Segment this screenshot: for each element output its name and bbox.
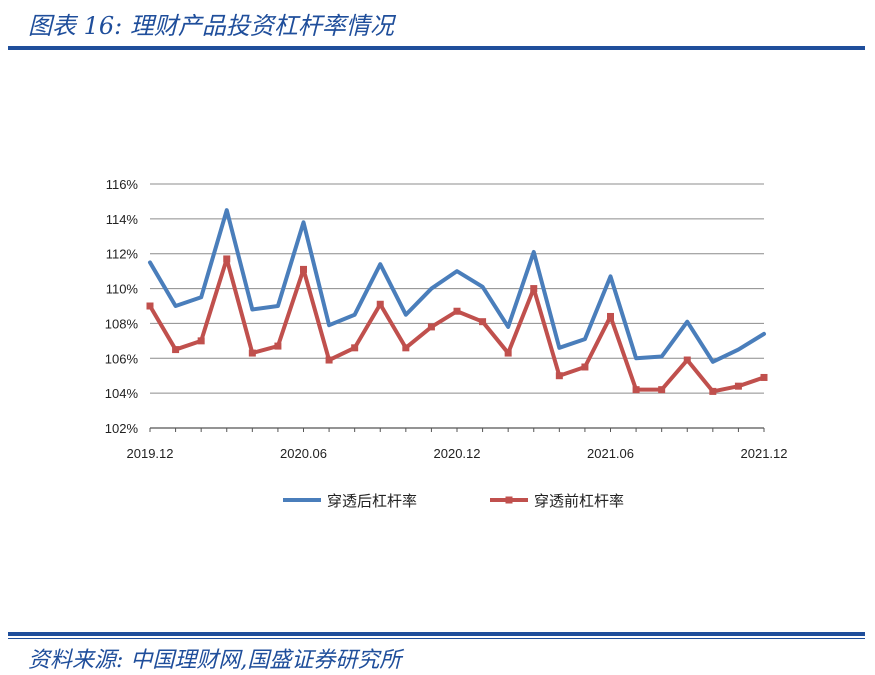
footer-rule-thin: [8, 638, 865, 639]
line-chart: 102% 104% 106% 108% 110% 112% 114% 116% 2019.12…: [105, 177, 788, 510]
x-tick-label: 2020.12: [434, 446, 481, 461]
data-point: [351, 344, 359, 352]
data-point: [658, 386, 666, 394]
y-tick-label: 102%: [105, 421, 139, 436]
data-point: [376, 300, 384, 308]
legend-marker: [505, 496, 513, 504]
legend-label: 穿透后杠杆率: [327, 492, 417, 510]
data-point: [683, 356, 691, 364]
y-tick-label: 110%: [106, 282, 139, 297]
data-point: [427, 323, 435, 331]
source-note: 资料来源: 中国理财网,国盛证券研究所: [28, 648, 402, 673]
x-tick-label: 2021.12: [741, 446, 788, 461]
data-point: [453, 307, 461, 315]
y-tick-label: 104%: [105, 386, 139, 401]
data-point: [248, 349, 256, 357]
data-point: [402, 344, 410, 352]
series-lines: [146, 208, 768, 395]
y-axis-ticks: 102% 104% 106% 108% 110% 112% 114% 116%: [105, 177, 139, 436]
header-rule: [8, 46, 865, 50]
data-point: [760, 373, 768, 381]
legend-label: 穿透前杠杆率: [534, 492, 624, 510]
x-axis: [149, 427, 765, 432]
legend: 穿透后杠杆率 穿透前杠杆率: [283, 492, 624, 510]
data-point: [581, 363, 589, 371]
series-line-2: [148, 256, 766, 394]
data-point: [146, 302, 154, 310]
data-point: [325, 356, 333, 364]
y-tick-label: 106%: [105, 351, 139, 366]
footer-rule: [8, 632, 865, 636]
data-point: [197, 337, 205, 345]
x-tick-label: 2020.06: [280, 446, 327, 461]
x-tick-label: 2019.12: [127, 446, 174, 461]
data-point: [479, 318, 487, 326]
data-point: [504, 349, 512, 357]
data-point: [607, 312, 614, 320]
series-line-1: [148, 208, 766, 364]
y-tick-label: 112%: [106, 247, 139, 262]
gridlines: [150, 183, 764, 429]
data-point: [300, 265, 307, 273]
data-point: [530, 285, 538, 293]
x-axis-ticks: 2019.12 2020.06 2020.12 2021.06 2021.12: [127, 446, 788, 461]
data-point: [555, 372, 563, 380]
data-point: [734, 382, 742, 390]
y-tick-label: 108%: [105, 316, 139, 331]
x-tick-label: 2021.06: [587, 446, 634, 461]
data-point: [172, 346, 180, 354]
data-point: [223, 255, 231, 263]
data-point: [274, 342, 282, 350]
y-tick-label: 114%: [106, 212, 139, 227]
data-point: [709, 387, 717, 395]
y-tick-label: 116%: [106, 177, 139, 192]
figure-title: 图表 16: 理财产品投资杠杆率情况: [28, 12, 394, 40]
data-point: [632, 386, 640, 394]
